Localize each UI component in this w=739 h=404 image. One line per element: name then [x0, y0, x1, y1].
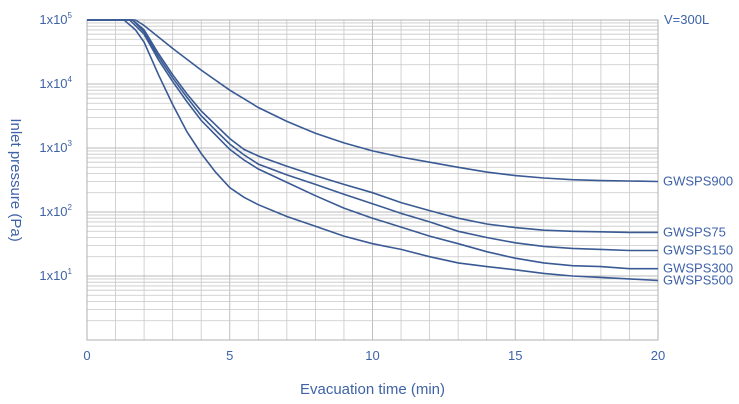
x-tick-labels: 0 5 10 15 20	[83, 348, 665, 363]
x-tick-label: 15	[508, 348, 522, 363]
y-tick-label: 1x104	[39, 75, 72, 91]
x-tick-label: 10	[365, 348, 379, 363]
series-line-gwsps300	[87, 19, 658, 270]
x-axis-title: Evacuation time (min)	[300, 381, 445, 398]
x-tick-label: 0	[83, 348, 90, 363]
series-label-gwsps150: GWSPS150	[663, 243, 733, 258]
series-line-gwsps150	[87, 19, 658, 252]
grid	[87, 20, 658, 340]
series-line-gwsps500	[87, 19, 659, 282]
series-line-gwsps75	[87, 19, 658, 234]
plot-frame	[86, 19, 659, 341]
y-axis-title: Inlet pressure (Pa)	[7, 118, 24, 241]
series-label-gwsps500: GWSPS500	[663, 273, 733, 288]
series-line-gwsps900	[87, 19, 659, 183]
series-label-gwsps900: GWSPS900	[663, 173, 733, 188]
y-tick-label: 1x101	[39, 267, 72, 283]
y-tick-label: 1x103	[39, 139, 72, 155]
x-tick-label: 20	[651, 348, 665, 363]
y-tick-labels: 1x105 1x104 1x103 1x102 1x101	[39, 11, 72, 283]
series-label-gwsps300: GWSPS300	[663, 261, 733, 276]
y-tick-label: 1x105	[39, 11, 72, 27]
series-label-gwsps75: GWSPS75	[663, 224, 726, 239]
volume-label: V=300L	[664, 12, 709, 27]
y-tick-label: 1x102	[39, 203, 72, 219]
x-tick-label: 5	[226, 348, 233, 363]
series-lines	[87, 19, 659, 282]
